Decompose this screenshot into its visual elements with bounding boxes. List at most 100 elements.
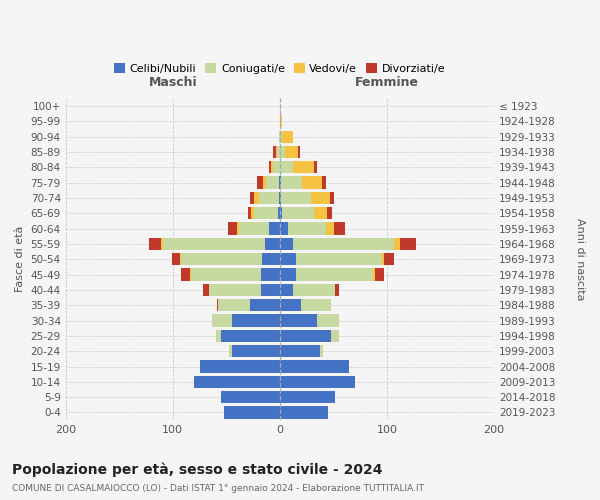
Bar — [322, 176, 326, 189]
Bar — [331, 330, 338, 342]
Bar — [266, 176, 279, 189]
Bar — [281, 192, 311, 204]
Bar — [301, 299, 331, 312]
Bar — [280, 192, 281, 204]
Bar — [280, 314, 317, 326]
Bar — [327, 207, 332, 220]
Bar — [181, 268, 190, 280]
Bar — [289, 222, 326, 234]
Bar — [239, 222, 269, 234]
Bar — [260, 284, 280, 296]
Bar — [180, 253, 181, 266]
Bar — [280, 360, 349, 372]
Text: Popolazione per età, sesso e stato civile - 2024: Popolazione per età, sesso e stato civil… — [12, 462, 383, 477]
Bar — [280, 284, 293, 296]
Bar — [314, 161, 317, 173]
Bar — [190, 268, 191, 280]
Bar — [282, 207, 314, 220]
Bar — [251, 207, 254, 220]
Bar — [163, 238, 265, 250]
Bar — [248, 207, 251, 220]
Bar — [257, 176, 263, 189]
Bar — [280, 222, 289, 234]
Bar — [278, 207, 280, 220]
Y-axis label: Fasce di età: Fasce di età — [15, 226, 25, 292]
Bar — [285, 146, 298, 158]
Bar — [277, 146, 280, 158]
Bar — [279, 130, 280, 143]
Bar — [280, 115, 282, 128]
Bar — [298, 146, 300, 158]
Bar — [293, 238, 394, 250]
Bar — [203, 284, 209, 296]
Bar — [260, 268, 280, 280]
Bar — [296, 268, 373, 280]
Bar — [275, 146, 277, 158]
Bar — [280, 299, 301, 312]
Bar — [280, 253, 296, 266]
Bar — [302, 176, 322, 189]
Bar — [383, 253, 394, 266]
Bar — [271, 161, 274, 173]
Bar — [280, 376, 355, 388]
Bar — [229, 345, 232, 358]
Bar — [269, 161, 271, 173]
Bar — [269, 222, 280, 234]
Bar — [254, 207, 278, 220]
Bar — [250, 192, 254, 204]
Bar — [209, 284, 260, 296]
Bar — [296, 253, 382, 266]
Bar — [394, 238, 400, 250]
Bar — [229, 222, 237, 234]
Text: COMUNE DI CASALMAIOCCO (LO) - Dati ISTAT 1° gennaio 2024 - Elaborazione TUTTITAL: COMUNE DI CASALMAIOCCO (LO) - Dati ISTAT… — [12, 484, 424, 493]
Bar — [250, 299, 280, 312]
Bar — [311, 192, 330, 204]
Bar — [232, 345, 280, 358]
Bar — [375, 268, 383, 280]
Bar — [191, 268, 260, 280]
Bar — [280, 268, 296, 280]
Text: Maschi: Maschi — [148, 76, 197, 89]
Bar — [181, 253, 262, 266]
Bar — [194, 376, 280, 388]
Bar — [314, 207, 327, 220]
Bar — [279, 176, 280, 189]
Bar — [161, 238, 163, 250]
Bar — [232, 314, 280, 326]
Bar — [237, 222, 239, 234]
Bar — [254, 192, 259, 204]
Bar — [400, 238, 416, 250]
Y-axis label: Anni di nascita: Anni di nascita — [575, 218, 585, 300]
Bar — [263, 176, 266, 189]
Bar — [382, 253, 383, 266]
Bar — [330, 192, 334, 204]
Bar — [279, 192, 280, 204]
Bar — [281, 176, 302, 189]
Bar — [280, 161, 293, 173]
Bar — [280, 330, 331, 342]
Bar — [218, 299, 250, 312]
Bar — [282, 130, 293, 143]
Bar — [212, 314, 232, 326]
Legend: Celibi/Nubili, Coniugati/e, Vedovi/e, Divorziati/e: Celibi/Nubili, Coniugati/e, Vedovi/e, Di… — [110, 59, 450, 78]
Bar — [335, 284, 338, 296]
Bar — [262, 253, 280, 266]
Bar — [280, 207, 282, 220]
Bar — [293, 161, 314, 173]
Bar — [259, 192, 279, 204]
Bar — [293, 284, 335, 296]
Bar — [280, 146, 285, 158]
Bar — [200, 360, 280, 372]
Bar — [317, 314, 338, 326]
Bar — [172, 253, 180, 266]
Bar — [280, 391, 335, 404]
Bar — [280, 130, 282, 143]
Bar — [334, 222, 345, 234]
Text: Femmine: Femmine — [355, 76, 419, 89]
Bar — [280, 176, 281, 189]
Bar — [274, 161, 280, 173]
Bar — [265, 238, 280, 250]
Bar — [320, 345, 323, 358]
Bar — [326, 222, 334, 234]
Bar — [221, 391, 280, 404]
